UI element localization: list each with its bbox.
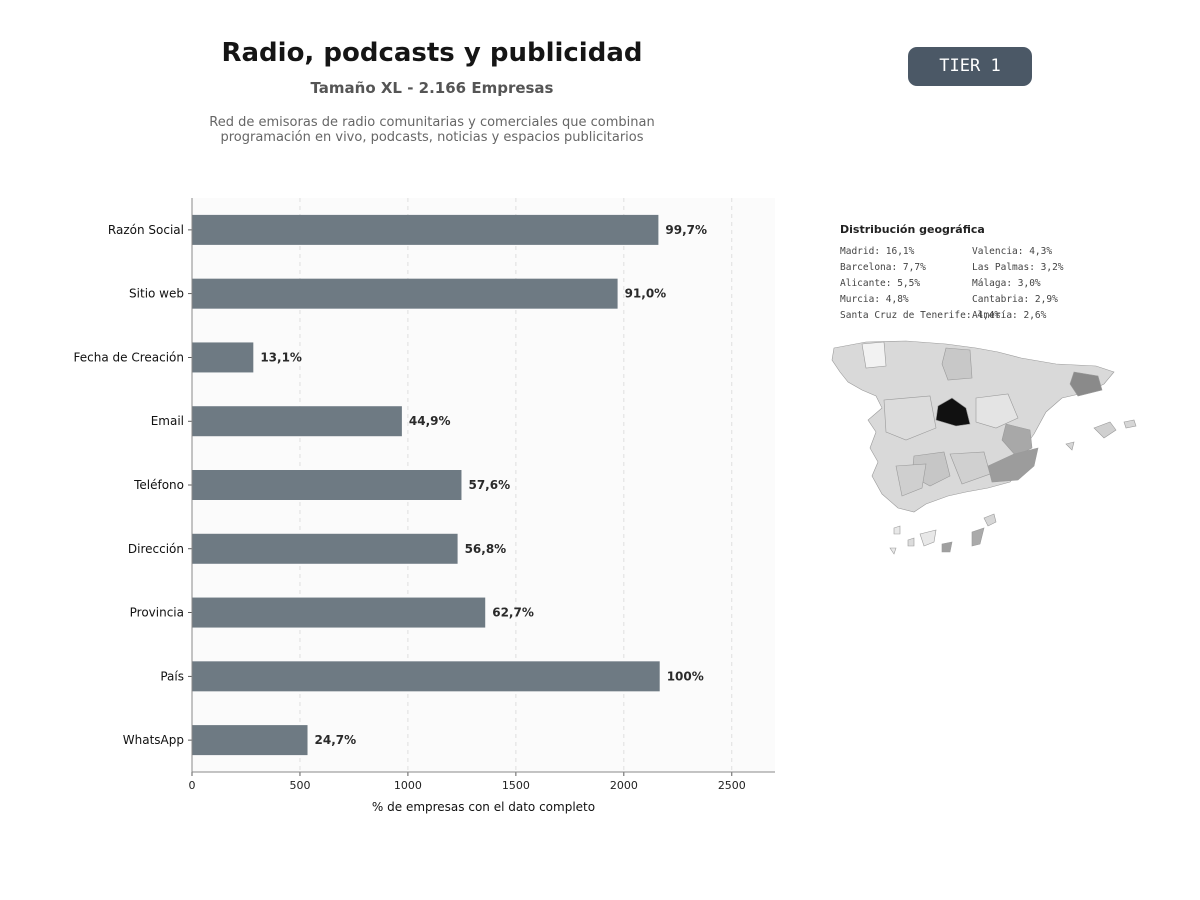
geo-item: Valencia: 4,3% (972, 246, 1053, 257)
map-island (1093, 421, 1117, 439)
y-tick-label: Email (151, 414, 184, 428)
y-tick-label: Razón Social (108, 223, 184, 237)
map-island (983, 513, 997, 527)
data-label: 57,6% (468, 478, 510, 492)
data-label: 91,0% (625, 287, 667, 301)
map-region (883, 395, 937, 441)
map-island (907, 537, 915, 547)
y-tick-label: Sitio web (129, 287, 184, 301)
geo-item: Almería: 2,6% (972, 310, 1047, 321)
map-region (949, 451, 991, 485)
x-tick-label: 2500 (718, 779, 746, 792)
map-island (889, 547, 897, 555)
map-region (1069, 371, 1103, 397)
bar (192, 725, 308, 756)
x-tick-label: 0 (189, 779, 196, 792)
data-label: 44,9% (409, 414, 451, 428)
geo-title: Distribución geográfica (840, 223, 985, 236)
description-line-1: Red de emisoras de radio comunitarias y … (209, 115, 655, 130)
x-tick-label: 2000 (610, 779, 638, 792)
chart-title: Radio, podcasts y publicidad (221, 38, 643, 68)
map-island (941, 541, 953, 553)
geo-item: Murcia: 4,8% (840, 294, 909, 305)
bar (192, 470, 462, 500)
map-island (971, 527, 985, 547)
data-label: 62,7% (492, 606, 534, 620)
geo-item: Alicante: 5,5% (840, 278, 921, 289)
chart-subtitle: Tamaño XL - 2.166 Empresas (310, 79, 554, 97)
bar (192, 278, 618, 309)
tier-badge: TIER 1 (908, 47, 1032, 86)
bar (192, 214, 659, 245)
y-tick-label: Teléfono (133, 478, 184, 492)
data-label: 100% (667, 669, 704, 683)
y-tick-label: Provincia (130, 606, 184, 620)
map-region (895, 463, 927, 497)
data-label: 56,8% (465, 542, 507, 556)
geo-item: Cantabria: 2,9% (972, 294, 1058, 305)
bar (192, 342, 254, 373)
geo-item: Santa Cruz de Tenerife: 4,4% (840, 310, 1001, 321)
bar (192, 533, 458, 564)
map-island (893, 525, 901, 535)
x-tick-label: 1500 (502, 779, 530, 792)
y-tick-label: Dirección (128, 542, 184, 556)
map-region (941, 347, 973, 381)
description-line-2: programación en vivo, podcasts, noticias… (220, 130, 644, 145)
map-island (919, 529, 937, 547)
data-label: 24,7% (315, 733, 357, 747)
bar-chart: 0 500 1000 1500 2000 2500 Razón Social 99,7% Sit… (74, 198, 775, 814)
y-tick-label: Fecha de Creación (74, 350, 184, 364)
y-tick-label: País (160, 669, 184, 683)
map-region (861, 341, 887, 369)
x-tick-label: 500 (289, 779, 310, 792)
map-island (1065, 441, 1075, 451)
spain-choropleth-map (831, 340, 1137, 555)
map-island (1123, 419, 1137, 429)
geo-item: Las Palmas: 3,2% (972, 262, 1064, 273)
chart-description: Red de emisoras de radio comunitarias y … (132, 115, 732, 145)
data-label: 13,1% (260, 350, 302, 364)
bar (192, 661, 660, 692)
data-label: 99,7% (665, 223, 707, 237)
geo-item: Barcelona: 7,7% (840, 262, 926, 273)
bar (192, 406, 402, 437)
x-axis-label: % de empresas con el dato completo (372, 800, 595, 814)
map-region (975, 393, 1019, 429)
geo-item: Málaga: 3,0% (972, 278, 1041, 289)
bar (192, 597, 486, 628)
x-tick-label: 1000 (394, 779, 422, 792)
y-tick-label: WhatsApp (123, 733, 184, 747)
geo-list: Madrid: 16,1% Barcelona: 7,7% Alicante: … (840, 246, 1140, 326)
geo-item: Madrid: 16,1% (840, 246, 915, 257)
map-region (935, 397, 971, 427)
